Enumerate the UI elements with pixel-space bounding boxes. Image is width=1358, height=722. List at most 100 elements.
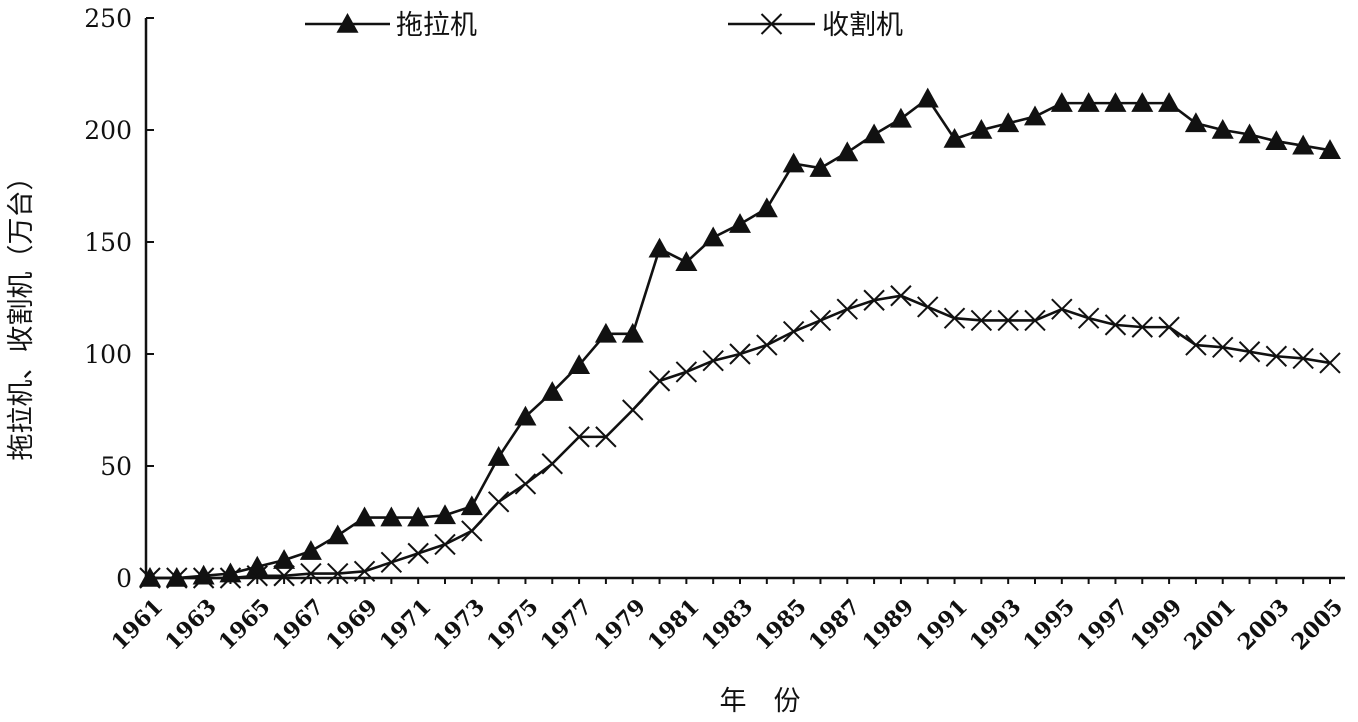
y-tick-label: 50 [100, 452, 132, 481]
y-tick-labels: 0 50 100 150 200 250 [84, 4, 132, 593]
x-axis-label: 年 份 [720, 686, 801, 717]
series-1-point [192, 564, 215, 585]
x-tick-label: 1981 [643, 594, 705, 656]
series-2-point [890, 285, 912, 307]
series-2-point [1104, 314, 1127, 336]
series-1-point [1131, 92, 1154, 112]
series-2-point [300, 562, 322, 585]
series-2-point [1292, 347, 1314, 370]
series-2-point [1024, 309, 1046, 332]
x-tick-label: 1965 [214, 594, 276, 656]
y-tick-label: 250 [84, 4, 132, 33]
series-2-point [246, 565, 268, 587]
series-2-point [622, 399, 644, 421]
x-tick-label: 1997 [1072, 594, 1134, 656]
x-tick-label: 1977 [536, 594, 598, 656]
series-2-point [809, 309, 832, 332]
x-tick-label: 1989 [857, 594, 919, 656]
series-group [139, 87, 1341, 589]
series-1-point [407, 506, 430, 527]
series-1-point [1238, 123, 1261, 144]
series-2-point [1158, 316, 1180, 338]
series-1-point [782, 152, 805, 173]
series-2-point [1131, 316, 1153, 338]
series-2-point [1051, 298, 1073, 320]
series-2-point [782, 320, 805, 343]
x-tick-labels: 1961196319651967196919711973197519771979… [107, 594, 1349, 656]
series-2-point [1212, 336, 1234, 358]
x-tick-label: 1969 [321, 594, 383, 656]
x-tick-label: 1993 [965, 594, 1027, 656]
series-2-point [407, 542, 429, 565]
series-1-point [1211, 119, 1234, 139]
x-tick-label: 1983 [697, 594, 759, 656]
x-tick-label: 1999 [1126, 594, 1188, 656]
series-2-point [648, 370, 671, 392]
series-2-point [273, 565, 295, 587]
series-2-point [1185, 334, 1207, 356]
series-2-point [327, 562, 349, 585]
series-1-point [1024, 105, 1046, 126]
series-2-point [568, 426, 590, 448]
series-2-point [970, 309, 993, 332]
x-tick-label: 1963 [160, 594, 222, 656]
series-2-point [353, 560, 376, 582]
series-1-point [621, 322, 644, 343]
y-axis-label: 拖拉机、收割机（万台） [6, 164, 37, 461]
series-1-point [916, 87, 939, 108]
legend: 拖拉机 收割机 [305, 10, 903, 41]
series-2-point [943, 307, 966, 329]
legend-item-2: 收割机 [728, 10, 903, 41]
series-1-point [1077, 92, 1100, 112]
x-tick-label: 2001 [1179, 594, 1241, 656]
y-tick-label: 100 [84, 340, 132, 369]
series-1-point [353, 506, 376, 527]
series-2-point [1077, 307, 1100, 329]
series-1-point [1050, 92, 1073, 112]
series-1-point [514, 405, 537, 426]
series-1-point [299, 540, 322, 560]
series-2-point [836, 298, 858, 320]
series-2-point [192, 567, 215, 589]
series-2-line [150, 294, 1331, 580]
series-2-point [461, 520, 483, 542]
x-tick-label: 1991 [911, 594, 973, 656]
series-1-point [568, 354, 591, 374]
legend-item-1: 拖拉机 [305, 10, 477, 41]
series-1-point [702, 226, 725, 247]
x-tick-label: 1973 [428, 594, 490, 656]
series-2-point [595, 426, 617, 448]
series-1-point [1292, 134, 1315, 155]
series-2 [139, 285, 1341, 589]
series-1-point [434, 504, 456, 525]
series-2-point [756, 334, 778, 356]
series-1-point [889, 107, 912, 128]
series-2-point [917, 296, 939, 318]
series-1-point [1319, 139, 1341, 159]
series-1-point [675, 251, 698, 271]
series-1-point [273, 549, 296, 569]
series-1-point [1104, 92, 1127, 112]
series-1-point [863, 123, 886, 144]
series-2-point [380, 551, 403, 574]
series-1-point [836, 141, 859, 162]
x-tick-label: 1995 [1018, 594, 1080, 656]
x-tick-label: 1975 [482, 594, 544, 656]
series-2-point [729, 343, 751, 365]
series-1-point [541, 381, 564, 401]
series-1-point [326, 524, 349, 545]
series-1-point [594, 322, 617, 343]
series-2-point [541, 453, 563, 475]
series-2-point [487, 491, 510, 513]
legend-label: 拖拉机 [396, 10, 477, 41]
y-tick-label: 0 [116, 564, 132, 593]
x-tick-label: 1979 [589, 594, 651, 656]
series-1-point [460, 495, 483, 516]
series-2-point [434, 533, 456, 556]
series-2-point [1238, 341, 1261, 363]
x-tick-label: 1987 [804, 594, 866, 656]
series-1-point [729, 213, 751, 233]
legend-label: 收割机 [822, 10, 903, 41]
series-1-point [755, 197, 778, 218]
chart-axes [144, 17, 1345, 584]
